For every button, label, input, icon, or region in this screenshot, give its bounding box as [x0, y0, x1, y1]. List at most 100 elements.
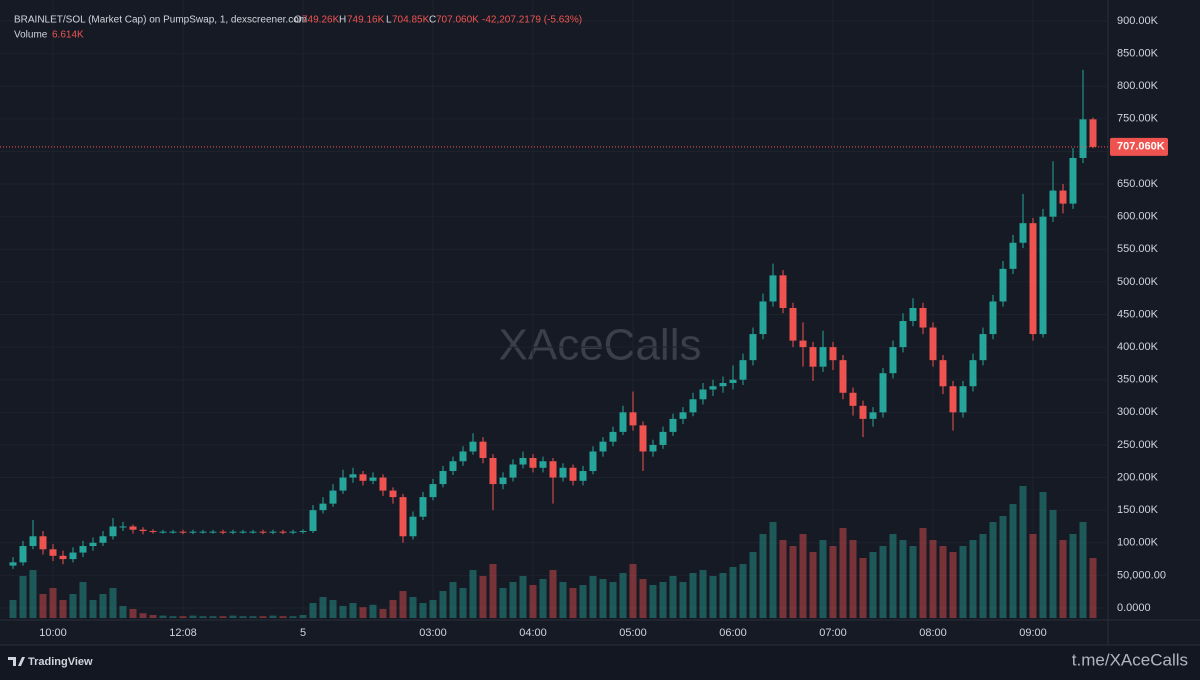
- y-tick-label: 550.00K: [1117, 243, 1159, 255]
- y-tick-label: 100.00K: [1117, 537, 1159, 549]
- candle-body: [849, 392, 857, 406]
- ohlc-key: C: [429, 15, 436, 26]
- candle-body: [319, 503, 327, 511]
- x-tick-label: 06:00: [719, 627, 747, 639]
- candle-body: [889, 347, 897, 374]
- candle-body: [159, 531, 167, 533]
- ohlc-value: 707.060K: [436, 15, 479, 26]
- volume-bar: [149, 615, 157, 618]
- volume-bar: [859, 558, 867, 618]
- candle-body: [9, 562, 17, 566]
- candle-body: [829, 347, 837, 361]
- candle-body: [59, 555, 67, 560]
- footer-brand: TradingView: [28, 656, 93, 668]
- candle-body: [779, 275, 787, 308]
- candle-body: [809, 347, 817, 367]
- candle-body: [789, 307, 797, 341]
- volume-bar: [69, 594, 77, 618]
- y-tick-label: 300.00K: [1117, 406, 1159, 418]
- candle-body: [309, 510, 317, 532]
- volume-bar: [479, 576, 487, 618]
- candle-body: [49, 549, 57, 556]
- candle-body: [569, 467, 577, 481]
- volume-bar: [1039, 492, 1047, 618]
- candle-body: [969, 360, 977, 387]
- volume-bar: [89, 600, 97, 618]
- volume-bar: [319, 597, 327, 618]
- candle-body: [1059, 190, 1067, 204]
- y-tick-label: 500.00K: [1117, 276, 1159, 288]
- candle-body: [919, 307, 927, 328]
- volume-bar: [299, 615, 307, 618]
- volume-bar: [249, 616, 257, 618]
- volume-bar: [609, 582, 617, 618]
- x-tick-label: 10:00: [39, 627, 67, 639]
- candle-body: [199, 531, 207, 533]
- candle-body: [619, 412, 627, 432]
- volume-bar: [289, 616, 297, 618]
- volume-bar: [219, 616, 227, 618]
- volume-bar: [959, 546, 967, 618]
- volume-bar: [769, 522, 777, 618]
- volume-bar: [39, 594, 47, 618]
- candle-body: [549, 461, 557, 478]
- candle-body: [29, 536, 37, 547]
- candle-body: [589, 451, 597, 472]
- candle-body: [769, 275, 777, 302]
- ohlc-key: H: [339, 15, 346, 26]
- y-tick-label: 350.00K: [1117, 374, 1159, 386]
- volume-bar: [1089, 558, 1097, 618]
- volume-bar: [339, 606, 347, 618]
- candle-body: [429, 484, 437, 498]
- volume-bar: [589, 576, 597, 618]
- candle-body: [529, 457, 537, 468]
- volume-bar: [179, 616, 187, 618]
- candle-body: [679, 412, 687, 419]
- volume-bar: [879, 546, 887, 618]
- candle-body: [899, 321, 907, 348]
- footer-bar: [0, 645, 1200, 675]
- volume-bar: [499, 588, 507, 618]
- volume-bar: [519, 576, 527, 618]
- y-tick-label: 850.00K: [1117, 48, 1159, 60]
- candle-body: [699, 389, 707, 400]
- candle-body: [599, 441, 607, 452]
- y-tick-label: 750.00K: [1117, 113, 1159, 125]
- volume-bar: [909, 546, 917, 618]
- candle-body: [169, 531, 177, 533]
- volume-bar: [849, 540, 857, 618]
- volume-bar: [789, 546, 797, 618]
- tradingview-logo: TradingView: [8, 656, 93, 668]
- candle-body: [869, 412, 877, 419]
- candle-body: [649, 444, 657, 452]
- volume-bar: [159, 615, 167, 618]
- candle-body: [219, 531, 227, 533]
- candle-body: [979, 334, 987, 361]
- candle-body: [249, 531, 257, 533]
- footer-link: t.me/XAceCalls: [1072, 650, 1188, 669]
- ohlc-key: L: [386, 15, 392, 26]
- candle-body: [539, 461, 547, 468]
- candle-body: [799, 340, 807, 348]
- volume-bar: [889, 534, 897, 618]
- volume-bar: [49, 588, 57, 618]
- last-price-label: 707.060K: [1117, 141, 1165, 153]
- volume-bar: [99, 594, 107, 618]
- candle-body: [609, 431, 617, 442]
- volume-bar: [829, 546, 837, 618]
- candle-body: [1029, 223, 1037, 335]
- volume-bar: [759, 534, 767, 618]
- candle-body: [1079, 119, 1087, 158]
- watermark: XAceCalls: [499, 321, 702, 370]
- candle-body: [749, 334, 757, 361]
- candle-body: [109, 526, 117, 537]
- volume-bar: [839, 528, 847, 618]
- volume-bar: [1029, 534, 1037, 618]
- volume-bar: [729, 567, 737, 618]
- candle-body: [379, 477, 387, 491]
- candle-body: [1089, 119, 1097, 147]
- y-tick-label: 800.00K: [1117, 80, 1159, 92]
- change: -42,207.2179 (-5.63%): [482, 15, 582, 26]
- candle-body: [709, 386, 717, 390]
